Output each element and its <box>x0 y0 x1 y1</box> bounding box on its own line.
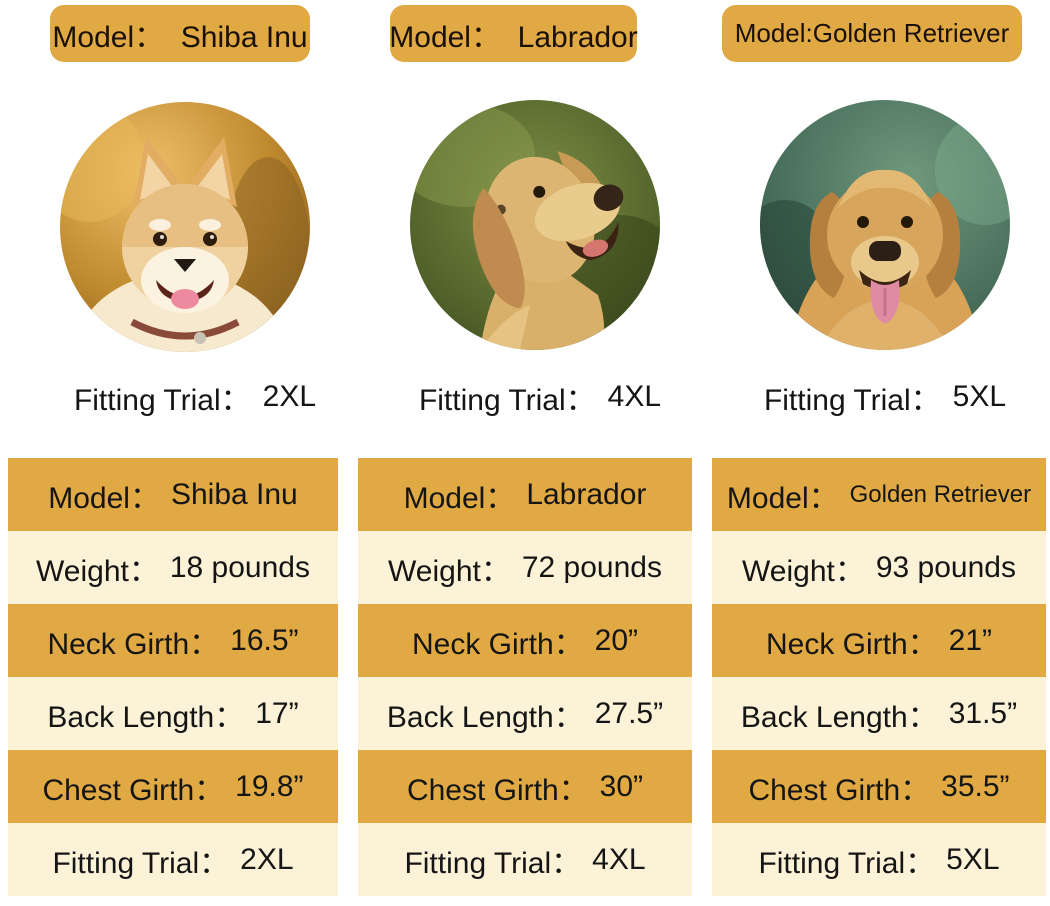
size-table-shiba: Model： Shiba Inu Weight： 18 pounds Neck … <box>8 458 338 896</box>
table-row-fitting-trial: Fitting Trial： 2XL <box>8 823 338 896</box>
row-value: 35.5” <box>941 769 1010 803</box>
table-row-fitting-trial: Fitting Trial： 5XL <box>712 823 1046 896</box>
table-row-back-length: Back Length： 27.5” <box>358 677 692 750</box>
row-value: 17” <box>255 696 299 730</box>
row-value: 31.5” <box>948 696 1018 730</box>
model-badge-text: Model： Labrador <box>389 20 638 54</box>
row-label: Model： <box>48 481 160 515</box>
row-value: Shiba Inu <box>170 477 298 511</box>
row-value: 16.5” <box>230 623 299 657</box>
row-value: 4XL <box>592 842 646 876</box>
fitting-trial-caption-shiba: Fitting Trial： 2XL <box>35 376 355 418</box>
shiba-inu-illustration <box>60 102 310 352</box>
model-badge-golden: Model:Golden Retriever <box>722 5 1022 62</box>
row-value: 19.8” <box>235 769 304 803</box>
row-label: Weight： <box>36 554 159 588</box>
fitting-trial-value: 5XL <box>952 380 1007 413</box>
row-value: 21” <box>948 623 993 657</box>
labrador-illustration <box>410 100 660 350</box>
row-label: Back Length： <box>47 700 245 734</box>
golden-retriever-photo <box>760 100 1010 350</box>
row-label: Chest Girth： <box>42 773 225 807</box>
row-label: Fitting Trial： <box>758 846 936 880</box>
table-row-chest-girth: Chest Girth： 19.8” <box>8 750 338 823</box>
fitting-trial-value: 4XL <box>607 380 662 413</box>
table-row-fitting-trial: Fitting Trial： 4XL <box>358 823 692 896</box>
row-label: Fitting Trial： <box>404 846 582 880</box>
golden-retriever-illustration <box>760 100 1010 350</box>
table-row-chest-girth: Chest Girth： 30” <box>358 750 692 823</box>
row-value: 18 pounds <box>169 550 310 584</box>
table-row-weight: Weight： 93 pounds <box>712 531 1046 604</box>
row-value: 93 pounds <box>875 550 1016 584</box>
table-row-weight: Weight： 18 pounds <box>8 531 338 604</box>
row-label: Fitting Trial： <box>52 846 230 880</box>
row-value: 5XL <box>946 842 1000 876</box>
row-label: Chest Girth： <box>406 773 589 807</box>
table-row-back-length: Back Length： 17” <box>8 677 338 750</box>
row-label: Neck Girth： <box>47 627 220 661</box>
model-badge-labrador: Model： Labrador <box>389 5 638 62</box>
row-value: 72 pounds <box>521 550 662 584</box>
size-table-golden: Model： Golden Retriever Weight： 93 pound… <box>712 458 1046 896</box>
table-row-model: Model： Shiba Inu <box>8 458 338 531</box>
row-label: Chest Girth： <box>748 773 931 807</box>
model-badge-shiba: Model： Shiba Inu <box>50 5 310 62</box>
size-table-labrador: Model： Labrador Weight： 72 pounds Neck G… <box>358 458 692 896</box>
fitting-trial-caption-labrador: Fitting Trial： 4XL <box>380 376 700 418</box>
fitting-trial-label: Fitting Trial： <box>73 384 251 417</box>
model-badge-text: Model： Shiba Inu <box>52 20 308 54</box>
table-row-neck-girth: Neck Girth： 21” <box>712 604 1046 677</box>
table-row-chest-girth: Chest Girth： 35.5” <box>712 750 1046 823</box>
row-value: 20” <box>594 623 639 657</box>
model-badge-text: Model:Golden Retriever <box>734 18 1010 48</box>
row-label: Neck Girth： <box>765 627 938 661</box>
row-value: Golden Retriever <box>849 480 1032 508</box>
fitting-trial-label: Fitting Trial： <box>763 384 941 417</box>
table-row-neck-girth: Neck Girth： 20” <box>358 604 692 677</box>
row-value: Labrador <box>526 477 647 511</box>
row-value: 27.5” <box>594 696 664 730</box>
row-value: 30” <box>599 769 644 803</box>
row-label: Weight： <box>742 554 865 588</box>
fitting-trial-value: 2XL <box>262 380 317 413</box>
table-row-model: Model： Labrador <box>358 458 692 531</box>
table-row-neck-girth: Neck Girth： 16.5” <box>8 604 338 677</box>
row-label: Model： <box>403 481 516 515</box>
row-label: Neck Girth： <box>411 627 584 661</box>
row-label: Back Length： <box>386 700 584 734</box>
row-label: Back Length： <box>740 700 938 734</box>
fitting-trial-caption-golden: Fitting Trial： 5XL <box>725 376 1045 418</box>
row-label: Weight： <box>388 554 511 588</box>
table-row-back-length: Back Length： 31.5” <box>712 677 1046 750</box>
row-value: 2XL <box>240 842 294 876</box>
fitting-trial-label: Fitting Trial： <box>418 384 596 417</box>
row-label: Model： <box>726 481 839 515</box>
labrador-photo <box>410 100 660 350</box>
table-row-weight: Weight： 72 pounds <box>358 531 692 604</box>
shiba-inu-photo <box>60 102 310 352</box>
table-row-model: Model： Golden Retriever <box>712 458 1046 531</box>
